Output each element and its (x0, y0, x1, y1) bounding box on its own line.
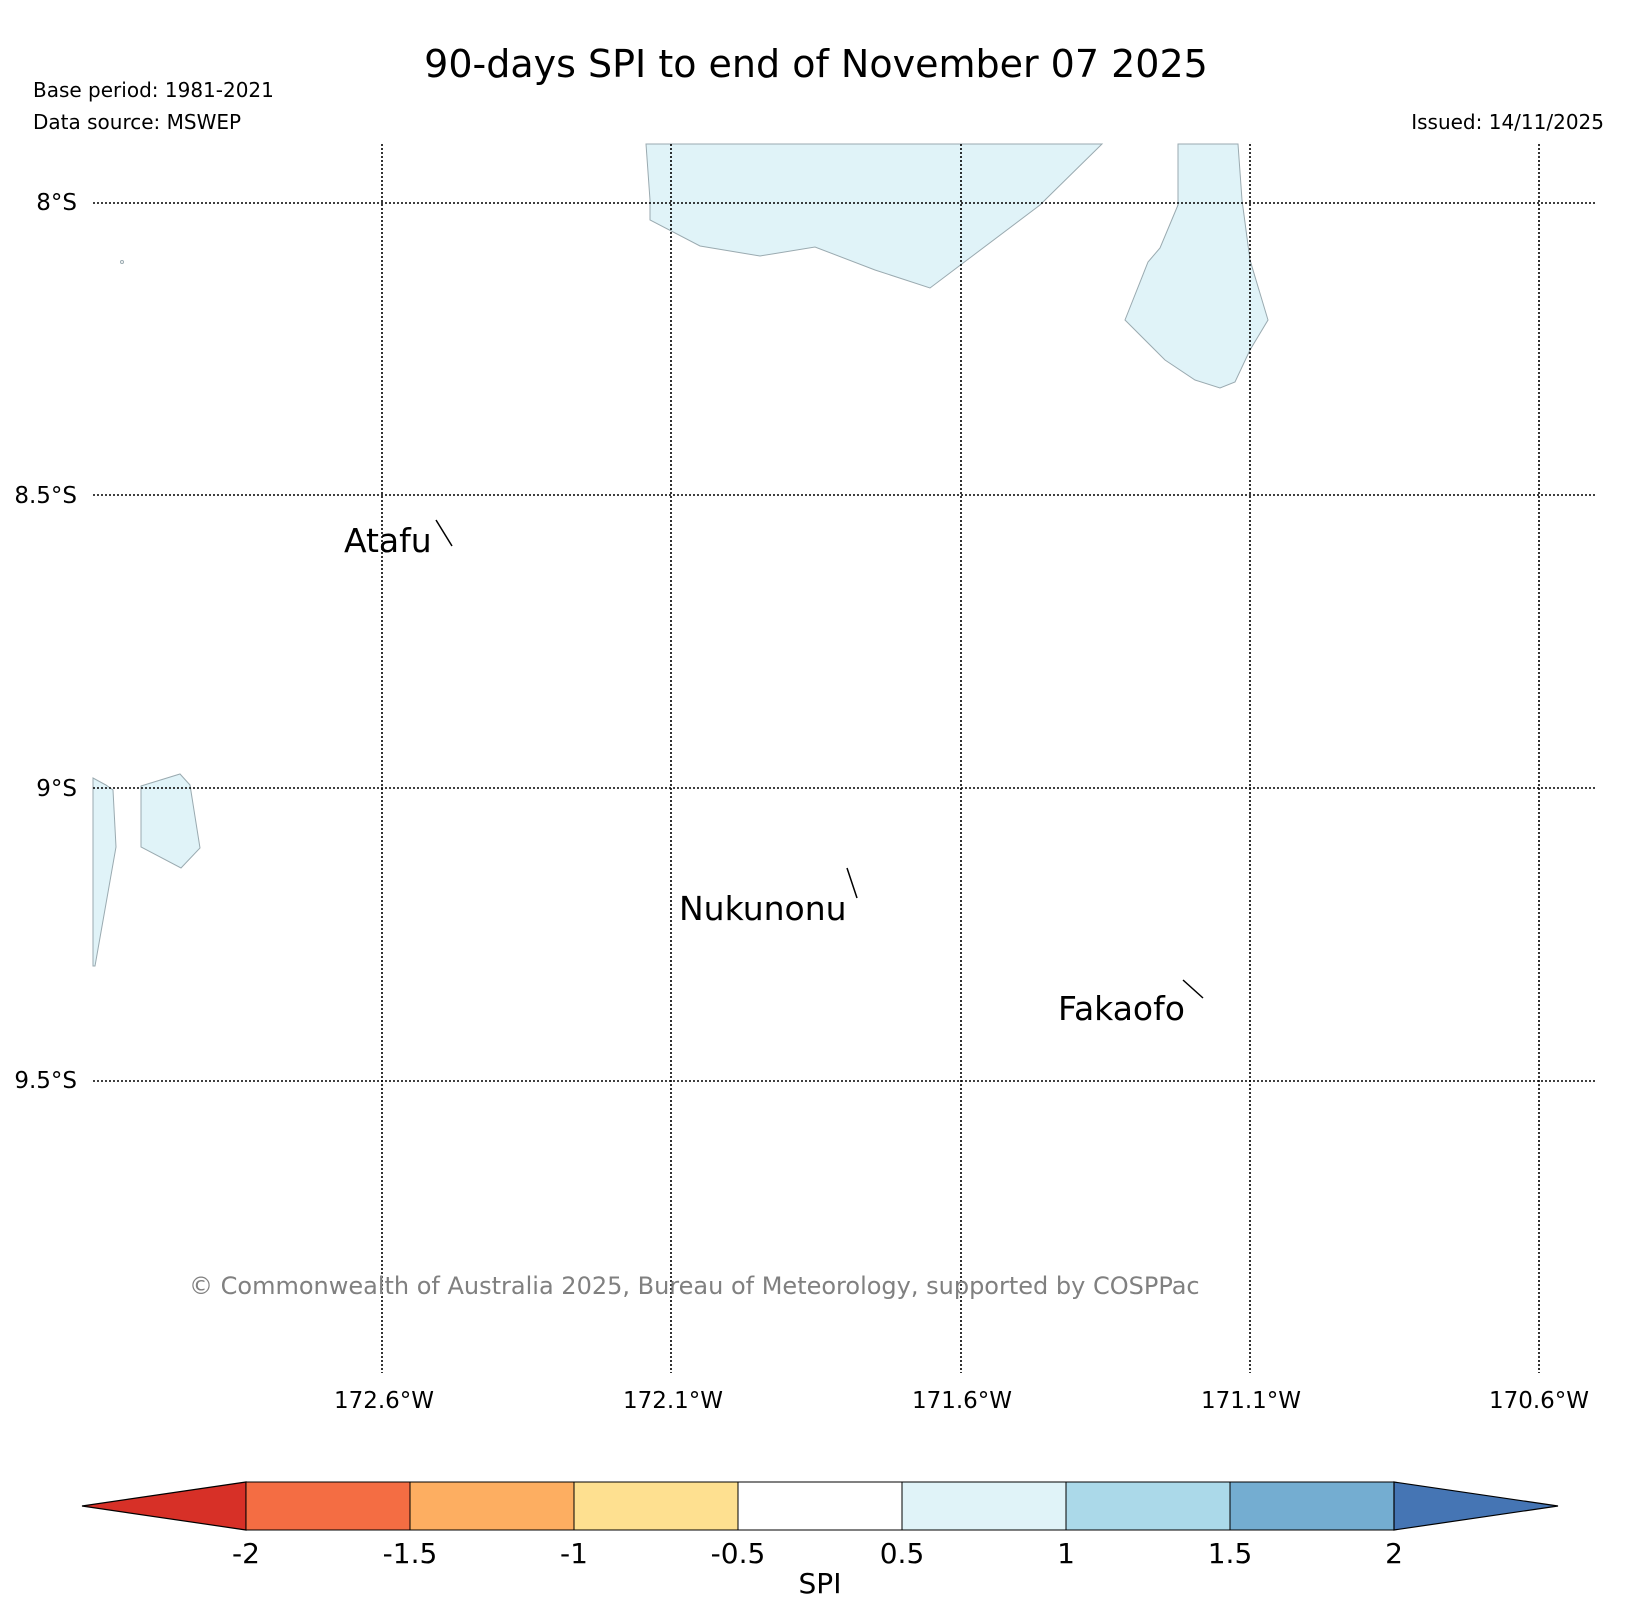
colorbar-tick-label: 0.5 (880, 1537, 925, 1570)
graticule (93, 144, 1597, 1373)
colorbar-tick-label: 2 (1385, 1537, 1403, 1570)
atoll-atafu (435, 519, 453, 547)
lon-label: 170.6°W (1489, 1388, 1589, 1414)
colorbar-ticks: -2 -1.5 -1 -0.5 0.5 1 1.5 2 (232, 1537, 1403, 1570)
colorbar-extend-low (81, 1481, 247, 1531)
lat-label: 8.5°S (14, 483, 77, 509)
spi-region-northeast (1124, 143, 1269, 389)
colorbar-bin (1229, 1481, 1395, 1531)
colorbar-tick-label: -0.5 (711, 1537, 766, 1570)
base-period-label: Base period: 1981-2021 (33, 78, 274, 102)
colorbar-tick-label: -1.5 (383, 1537, 438, 1570)
lat-label: 9.5°S (14, 1068, 77, 1094)
lon-label: 172.6°W (334, 1388, 434, 1414)
colorbar-bin (901, 1481, 1067, 1531)
colorbar-bin (573, 1481, 739, 1531)
issued-date-label: Issued: 14/11/2025 (1411, 110, 1604, 134)
spi-region-north (645, 143, 1104, 289)
place-labels: Atafu Nukunonu Fakaofo (344, 521, 1185, 1028)
lon-label: 172.1°W (623, 1388, 723, 1414)
colorbar: -2 -1.5 -1 -0.5 0.5 1 1.5 2 SPI (81, 1481, 1559, 1600)
colorbar-extend-high (1393, 1481, 1559, 1531)
place-label-nukunonu: Nukunonu (679, 889, 847, 928)
lon-label: 171.6°W (912, 1388, 1012, 1414)
colorbar-bin (245, 1481, 411, 1531)
colorbar-tick-label: -1 (560, 1537, 588, 1570)
longitude-labels: 172.6°W 172.1°W 171.6°W 171.1°W 170.6°W (334, 1388, 1589, 1414)
atoll-nukunonu (846, 867, 858, 899)
atoll-fakaofo (1182, 979, 1204, 999)
colorbar-bin (1065, 1481, 1231, 1531)
colorbar-label: SPI (799, 1567, 842, 1600)
colorbar-tick-label: 1 (1057, 1537, 1075, 1570)
spi-region-west-1 (92, 777, 117, 967)
place-label-atafu: Atafu (344, 521, 432, 560)
island-marker (120, 260, 124, 264)
data-source-label: Data source: MSWEP (33, 110, 242, 134)
place-label-fakaofo: Fakaofo (1058, 989, 1185, 1028)
copyright-notice: © Commonwealth of Australia 2025, Bureau… (189, 1272, 1200, 1300)
atoll-marks (435, 519, 1204, 999)
colorbar-tick-label: -2 (232, 1537, 260, 1570)
lat-label: 9°S (36, 776, 77, 802)
lon-label: 171.1°W (1201, 1388, 1301, 1414)
colorbar-bin (409, 1481, 575, 1531)
latitude-labels: 8°S 8.5°S 9°S 9.5°S (14, 190, 77, 1094)
spi-region-west-2 (140, 773, 201, 869)
map-title: 90-days SPI to end of November 07 2025 (424, 42, 1208, 86)
colorbar-tick-label: 1.5 (1208, 1537, 1253, 1570)
lat-label: 8°S (36, 190, 77, 216)
colorbar-bin (737, 1481, 903, 1531)
spi-shading (92, 143, 1269, 967)
